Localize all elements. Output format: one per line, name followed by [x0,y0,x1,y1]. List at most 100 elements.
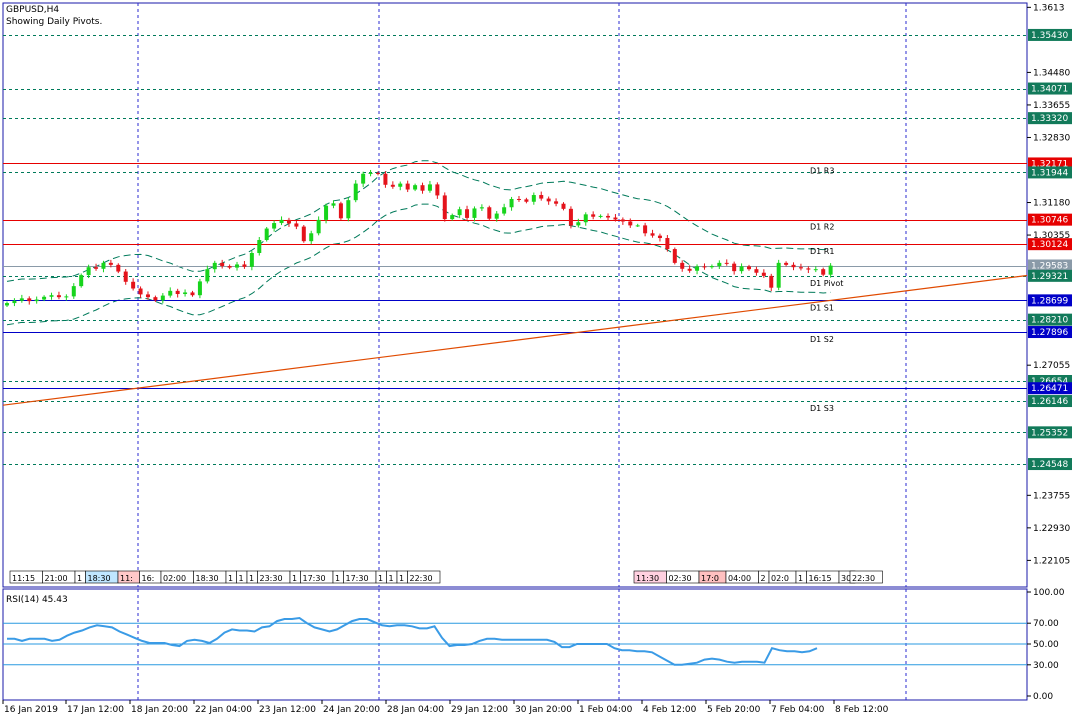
bullish-candle[interactable] [205,269,210,282]
bullish-candle[interactable] [249,253,254,267]
bearish-candle[interactable] [539,195,544,199]
bearish-candle[interactable] [220,262,225,267]
bearish-candle[interactable] [153,297,158,301]
bullish-candle[interactable] [309,233,314,242]
bullish-candle[interactable] [316,219,321,234]
bearish-candle[interactable] [798,267,803,269]
bullish-candle[interactable] [212,262,217,270]
bearish-candle[interactable] [821,269,826,275]
bullish-candle[interactable] [12,300,17,304]
bullish-candle[interactable] [576,222,581,226]
bearish-candle[interactable] [687,268,692,271]
bullish-candle[interactable] [598,215,603,217]
bullish-candle[interactable] [531,195,536,202]
bearish-candle[interactable] [516,198,521,200]
bullish-candle[interactable] [739,266,744,272]
bullish-candle[interactable] [717,262,722,267]
bullish-candle[interactable] [79,275,84,287]
bearish-candle[interactable] [724,262,729,264]
bearish-candle[interactable] [94,267,99,269]
bearish-candle[interactable] [27,298,32,302]
bearish-candle[interactable] [784,262,789,265]
bearish-candle[interactable] [657,235,662,239]
bearish-candle[interactable] [56,295,61,298]
bearish-candle[interactable] [546,198,551,202]
bullish-candle[interactable] [64,296,69,298]
bearish-candle[interactable] [294,223,299,227]
bearish-candle[interactable] [591,214,596,217]
bullish-candle[interactable] [368,172,373,174]
bearish-candle[interactable] [620,219,625,222]
bearish-candle[interactable] [606,215,611,218]
bearish-candle[interactable] [769,275,774,288]
bullish-candle[interactable] [635,225,640,227]
bullish-candle[interactable] [813,269,818,271]
bearish-candle[interactable] [665,238,670,250]
bearish-candle[interactable] [568,208,573,226]
bullish-candle[interactable] [479,207,484,209]
bearish-candle[interactable] [732,263,737,272]
bullish-candle[interactable] [5,303,9,306]
bearish-candle[interactable] [390,184,395,187]
bullish-candle[interactable] [353,183,358,201]
bullish-candle[interactable] [197,281,202,296]
bearish-candle[interactable] [301,226,306,242]
bullish-candle[interactable] [331,203,336,206]
bearish-candle[interactable] [116,264,121,272]
bearish-candle[interactable] [672,249,677,263]
event-marker[interactable] [407,570,441,584]
bearish-candle[interactable] [487,207,492,219]
bullish-candle[interactable] [709,266,714,268]
bullish-candle[interactable] [361,173,366,184]
rsi-line[interactable] [7,616,818,666]
bearish-candle[interactable] [145,294,150,298]
bearish-candle[interactable] [108,262,113,265]
bearish-candle[interactable] [791,264,796,268]
bullish-candle[interactable] [398,183,403,187]
bearish-candle[interactable] [190,292,195,296]
bearish-candle[interactable] [420,185,425,191]
bullish-candle[interactable] [34,299,39,302]
bullish-candle[interactable] [776,262,781,288]
bullish-candle[interactable] [502,207,507,214]
bearish-candle[interactable] [747,266,751,270]
bullish-candle[interactable] [49,295,54,297]
bullish-candle[interactable] [42,296,47,300]
bullish-candle[interactable] [235,264,240,268]
bullish-candle[interactable] [457,209,462,216]
bearish-candle[interactable] [138,288,143,295]
bullish-candle[interactable] [279,219,284,224]
trend-line[interactable] [2,274,1028,406]
bullish-candle[interactable] [583,214,588,223]
bullish-candle[interactable] [257,239,262,254]
bullish-candle[interactable] [346,200,351,219]
bullish-candle[interactable] [494,213,499,219]
bearish-candle[interactable] [338,203,343,219]
bullish-candle[interactable] [695,266,700,271]
bullish-candle[interactable] [160,295,165,301]
bullish-candle[interactable] [183,292,188,295]
bearish-candle[interactable] [131,281,136,289]
bullish-candle[interactable] [413,185,418,190]
bearish-candle[interactable] [702,266,707,268]
bullish-candle[interactable] [427,184,432,191]
bearish-candle[interactable] [806,268,811,270]
bearish-candle[interactable] [405,183,410,190]
bearish-candle[interactable] [680,262,685,269]
bearish-candle[interactable] [286,219,291,224]
bullish-candle[interactable] [272,223,277,229]
bearish-candle[interactable] [227,266,232,268]
bearish-candle[interactable] [435,184,440,196]
bearish-candle[interactable] [376,172,380,174]
bullish-candle[interactable] [828,265,833,275]
bearish-candle[interactable] [442,195,447,220]
bearish-candle[interactable] [754,269,759,273]
bearish-candle[interactable] [613,217,618,220]
bearish-candle[interactable] [465,209,470,218]
bearish-candle[interactable] [643,225,648,234]
bearish-candle[interactable] [761,272,766,276]
bearish-candle[interactable] [123,271,128,282]
bullish-candle[interactable] [472,208,477,218]
event-marker[interactable] [849,570,883,584]
